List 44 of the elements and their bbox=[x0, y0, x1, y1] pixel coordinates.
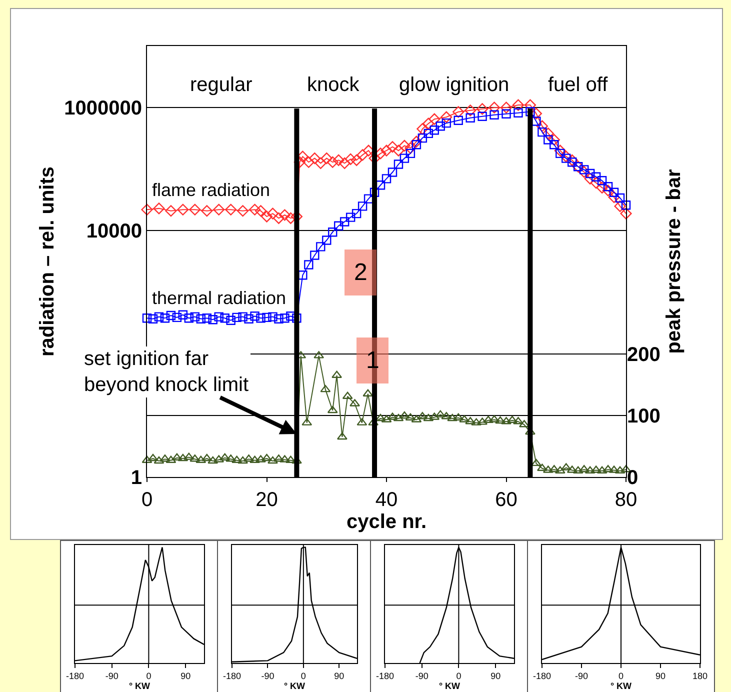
x-tick-label: -90 bbox=[105, 670, 118, 681]
x-tick-label: 0 bbox=[146, 670, 152, 681]
x-tick-label: 90 bbox=[490, 670, 501, 681]
x-tick-label: 90 bbox=[334, 670, 344, 681]
x-tick-label: 180 bbox=[692, 670, 708, 681]
x-tick-label: 0 bbox=[456, 670, 462, 681]
x-axis-title: ° KW bbox=[284, 680, 306, 691]
x-tick-label: -180 bbox=[222, 670, 242, 681]
x-tick-label: -180 bbox=[66, 670, 84, 681]
y2-tick-label: 200 bbox=[627, 344, 660, 366]
x-axis-title: ° KW bbox=[128, 680, 151, 691]
annotation: knock bbox=[307, 74, 360, 96]
y2-tick-label: 0 bbox=[627, 467, 638, 489]
x-tick-label: 0 bbox=[300, 670, 306, 681]
x-tick-label: -90 bbox=[261, 670, 274, 681]
y-tick-label: 10000 bbox=[86, 220, 142, 243]
x-tick-label: 20 bbox=[256, 489, 278, 511]
x-tick-label: -180 bbox=[376, 670, 394, 681]
x-tick-label: 80 bbox=[614, 489, 638, 511]
annotation: regular bbox=[190, 74, 253, 96]
x-tick-label: 0 bbox=[618, 670, 624, 681]
x-axis-title: ° KW bbox=[438, 680, 461, 691]
y-axis-title: radiation – rel. units bbox=[36, 166, 59, 357]
x-tick-label: 90 bbox=[180, 670, 191, 681]
annotation: 1 bbox=[366, 347, 380, 374]
x-tick-label: -180 bbox=[532, 670, 552, 681]
y-tick-label: 1 bbox=[130, 467, 142, 489]
y-tick-label: 1000000 bbox=[64, 98, 142, 120]
x-axis-title: cycle nr. bbox=[346, 511, 427, 533]
x-tick-label: -90 bbox=[574, 670, 588, 681]
annotation: 2 bbox=[354, 259, 368, 286]
y2-tick-label: 100 bbox=[627, 405, 660, 428]
y2-axis-title: peak pressure - bar bbox=[662, 169, 685, 354]
annotation: glow ignition bbox=[399, 74, 510, 96]
x-tick-label: 0 bbox=[141, 489, 153, 511]
annotation: fuel off bbox=[548, 74, 608, 96]
x-tick-label: 90 bbox=[655, 670, 666, 681]
x-axis-title: ° KW bbox=[610, 680, 632, 691]
series-label: flame radiation bbox=[152, 180, 270, 200]
x-tick-label: 40 bbox=[375, 489, 398, 511]
x-tick-label: 60 bbox=[495, 489, 518, 511]
series-label: thermal radiation bbox=[152, 288, 286, 308]
annotation: set ignition far beyond knock limit bbox=[84, 348, 249, 396]
x-tick-label: -90 bbox=[415, 670, 428, 681]
